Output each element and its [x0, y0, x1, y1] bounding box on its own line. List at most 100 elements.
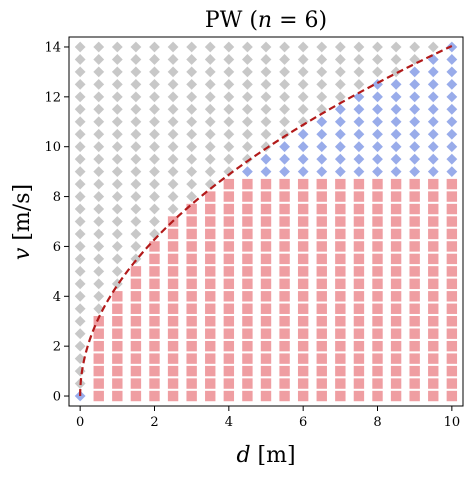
diamond-marker — [223, 91, 235, 103]
diamond-marker — [130, 128, 142, 140]
diamond-marker — [446, 54, 458, 65]
diamond-marker — [167, 203, 179, 215]
diamond-marker — [260, 66, 272, 78]
square-marker — [428, 353, 439, 364]
diamond-marker — [334, 91, 346, 103]
square-marker — [242, 353, 253, 364]
diamond-marker — [446, 78, 458, 90]
diamond-marker — [111, 228, 123, 240]
square-marker — [316, 390, 327, 402]
diamond-marker — [353, 54, 365, 65]
diamond-marker — [242, 141, 253, 153]
diamond-marker — [372, 66, 383, 78]
square-marker — [130, 353, 142, 364]
diamond-marker — [93, 303, 105, 315]
square-marker — [242, 228, 253, 240]
square-marker — [279, 378, 290, 389]
diamond-marker — [111, 166, 123, 178]
square-marker — [297, 203, 309, 215]
diamond-marker — [74, 103, 86, 115]
diamond-marker — [242, 41, 253, 53]
x-tick-label: 2 — [150, 415, 158, 430]
square-marker — [428, 303, 439, 314]
square-marker — [242, 278, 253, 290]
diamond-marker — [223, 66, 235, 78]
square-marker — [260, 241, 272, 252]
diamond-marker — [130, 41, 142, 53]
square-marker — [335, 178, 346, 190]
diamond-marker — [74, 216, 86, 227]
diamond-marker — [130, 153, 142, 165]
square-marker — [446, 390, 458, 402]
diamond-marker — [297, 41, 309, 53]
diamond-marker — [409, 103, 421, 115]
square-marker — [409, 203, 420, 215]
diamond-marker — [186, 128, 198, 140]
y-axis-ticks: 0 2 4 6 8 10 12 14 — [44, 40, 69, 405]
square-marker — [335, 365, 346, 377]
diamond-marker — [74, 241, 86, 252]
square-marker — [353, 328, 365, 339]
square-marker — [353, 340, 365, 352]
square-marker — [223, 228, 235, 240]
square-marker — [242, 303, 253, 314]
diamond-marker — [372, 41, 383, 53]
square-marker — [223, 203, 235, 215]
square-marker — [186, 340, 197, 352]
square-marker — [428, 328, 439, 339]
square-marker — [446, 278, 458, 290]
square-marker — [428, 178, 439, 190]
square-marker — [353, 253, 365, 265]
square-marker — [390, 228, 402, 240]
square-marker — [297, 191, 309, 202]
diamond-marker — [149, 178, 160, 190]
diamond-marker — [223, 128, 235, 140]
square-marker — [186, 353, 197, 364]
square-marker — [316, 378, 327, 389]
square-marker — [93, 365, 104, 377]
diamond-marker — [390, 116, 402, 128]
diamond-marker — [167, 166, 179, 178]
square-marker — [297, 316, 309, 327]
diamond-marker — [74, 191, 86, 202]
diamond-marker — [74, 141, 86, 153]
square-marker — [353, 291, 365, 302]
diamond-marker — [279, 141, 290, 153]
diamond-marker — [446, 103, 458, 115]
square-marker — [242, 253, 253, 265]
diamond-marker — [74, 340, 86, 352]
diamond-marker — [149, 141, 160, 153]
diamond-marker — [93, 78, 105, 90]
square-marker — [93, 390, 104, 402]
diamond-marker — [167, 128, 179, 140]
square-marker — [428, 216, 439, 227]
diamond-marker — [242, 103, 253, 115]
diamond-marker — [149, 54, 160, 65]
diamond-marker — [167, 54, 179, 65]
square-marker — [353, 241, 365, 252]
square-marker — [372, 378, 383, 389]
diamond-marker — [353, 153, 365, 165]
square-marker — [112, 365, 123, 377]
square-marker — [93, 328, 104, 339]
diamond-marker — [260, 91, 272, 103]
square-marker — [242, 203, 253, 215]
square-marker — [186, 241, 197, 252]
diamond-marker — [409, 166, 421, 178]
diamond-marker — [111, 54, 123, 65]
diamond-marker — [186, 191, 198, 202]
square-marker — [372, 228, 383, 240]
diamond-marker — [409, 153, 421, 165]
diamond-marker — [93, 216, 105, 227]
square-marker — [297, 378, 309, 389]
diamond-marker — [74, 228, 86, 240]
diamond-marker — [316, 128, 328, 140]
square-marker — [149, 266, 160, 277]
square-marker — [242, 216, 253, 227]
diamond-marker — [372, 54, 383, 65]
diamond-marker — [149, 128, 160, 140]
diamond-marker — [223, 166, 235, 178]
diamond-marker — [186, 141, 198, 153]
